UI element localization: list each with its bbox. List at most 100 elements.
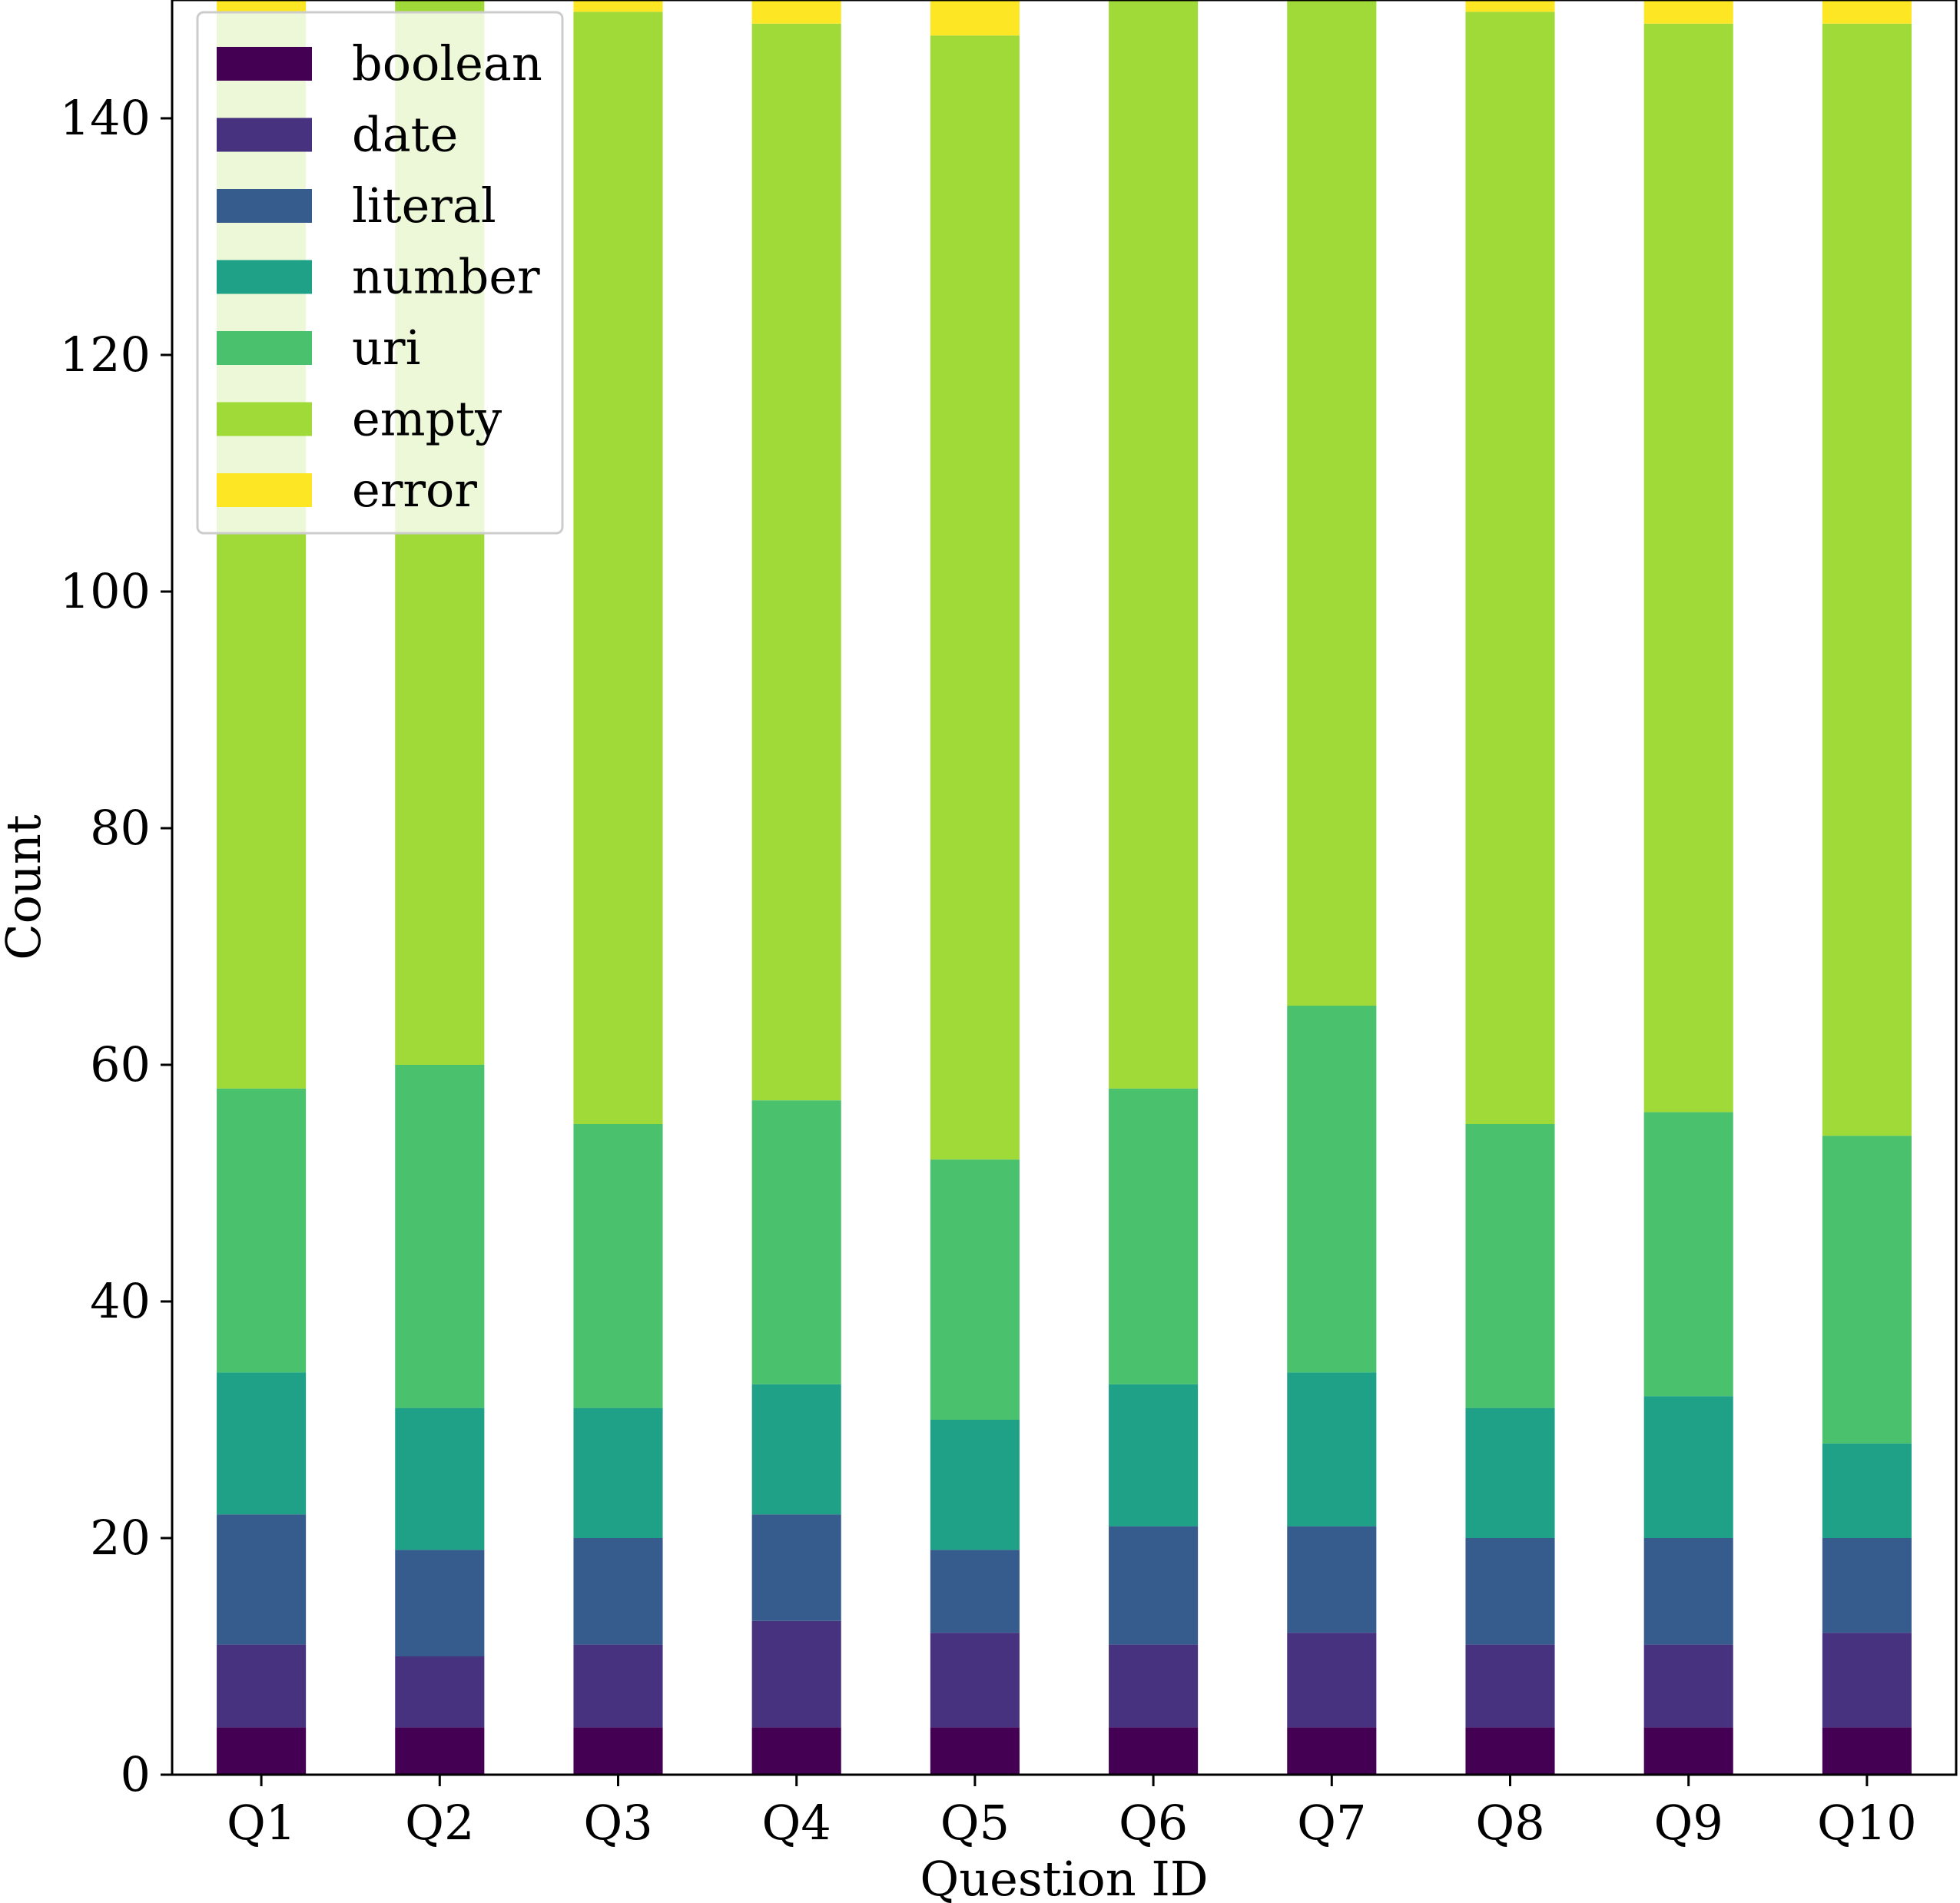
bar-date-q2 [395,1656,485,1728]
bar-error-q9 [1643,0,1733,24]
x-tick-label: Q5 [940,1795,1010,1851]
x-tick-label: Q2 [405,1795,474,1851]
bar-literal-q10 [1822,1538,1912,1633]
bar-number-q2 [395,1407,485,1550]
bar-uri-q8 [1465,1124,1555,1408]
x-tick-label: Q8 [1475,1795,1544,1851]
bar-number-q3 [573,1407,663,1538]
legend-swatch-literal [217,189,312,223]
legend-label-error: error [352,462,477,518]
bar-literal-q1 [217,1514,307,1645]
x-axis-ticks: Q1 Q2 Q3 Q4 Q5 Q6 Q7 Q8 Q9 Q10 [227,1775,1917,1851]
legend-swatch-empty [217,402,312,436]
bar-boolean-q9 [1643,1727,1733,1775]
x-tick-label: Q7 [1297,1795,1366,1851]
y-tick-label: 100 [60,563,151,619]
y-tick-label: 60 [90,1036,151,1092]
bar-number-q8 [1465,1407,1555,1538]
bar-uri-q9 [1643,1112,1733,1397]
bar-date-q10 [1822,1633,1912,1728]
bar-number-q5 [930,1420,1020,1550]
bar-boolean-q3 [573,1727,663,1775]
legend-label-literal: literal [352,177,496,234]
bar-date-q3 [573,1644,663,1728]
bar-uri-q4 [751,1100,841,1384]
bar-date-q7 [1287,1633,1377,1728]
bar-date-q9 [1643,1644,1733,1728]
bar-empty-q9 [1643,23,1733,1112]
y-tick-label: 0 [121,1746,151,1802]
bar-error-q5 [930,0,1020,36]
legend-label-empty: empty [352,391,502,447]
plot-frame [171,0,1958,1776]
bar-literal-q9 [1643,1538,1733,1645]
bar-number-q1 [217,1372,307,1515]
bar-error-q1 [217,0,307,12]
bar-literal-q6 [1109,1526,1199,1645]
bar-literal-q8 [1465,1538,1555,1645]
bar-date-q5 [930,1633,1020,1728]
bar-uri-q6 [1109,1088,1199,1384]
x-tick-label: Q9 [1654,1795,1723,1851]
bar-literal-q5 [930,1550,1020,1633]
x-tick-label: Q10 [1817,1795,1917,1851]
bar-number-q10 [1822,1443,1912,1538]
bar-number-q7 [1287,1372,1377,1527]
bar-boolean-q2 [395,1727,485,1775]
bar-boolean-q6 [1109,1727,1199,1775]
bar-error-q8 [1465,0,1555,12]
y-axis-label: Count [0,814,51,960]
bar-empty-q7 [1287,0,1377,1006]
y-tick-label: 120 [60,327,151,383]
bar-date-q8 [1465,1644,1555,1728]
legend-swatch-boolean [217,47,312,81]
bar-number-q6 [1109,1384,1199,1527]
legend-swatch-date [217,118,312,152]
bar-boolean-q4 [751,1727,841,1775]
legend-swatch-uri [217,331,312,365]
bar-number-q4 [751,1384,841,1515]
bar-uri-q2 [395,1065,485,1408]
bar-boolean-q8 [1465,1727,1555,1775]
bar-uri-q10 [1822,1136,1912,1444]
legend-swatch-error [217,473,312,507]
bar-uri-q3 [573,1124,663,1408]
bar-boolean-q5 [930,1727,1020,1775]
x-tick-label: Q3 [583,1795,652,1851]
bar-uri-q1 [217,1088,307,1373]
bar-empty-q8 [1465,12,1555,1124]
bar-empty-q3 [573,12,663,1124]
y-tick-label: 140 [60,90,151,146]
bar-empty-q4 [751,23,841,1101]
bar-literal-q7 [1287,1526,1377,1633]
bar-number-q9 [1643,1396,1733,1538]
legend-label-boolean: boolean [352,35,542,91]
y-tick-label: 20 [90,1510,151,1566]
bar-date-q6 [1109,1644,1199,1728]
x-tick-label: Q6 [1119,1795,1188,1851]
x-axis-label: Question ID [920,1851,1208,1903]
y-axis-ticks: 0 20 40 60 80 100 120 140 [60,90,172,1802]
bar-error-q4 [751,0,841,24]
x-tick-label: Q4 [762,1795,831,1851]
bar-literal-q2 [395,1550,485,1656]
bar-boolean-q1 [217,1727,307,1775]
legend-label-number: number [352,249,540,305]
y-tick-label: 80 [90,800,151,856]
bar-date-q1 [217,1644,307,1728]
legend-label-uri: uri [352,320,420,376]
bar-boolean-q7 [1287,1727,1377,1775]
y-tick-label: 40 [90,1273,151,1329]
bar-empty-q6 [1109,0,1199,1089]
bars-group [217,0,1912,1775]
bar-date-q4 [751,1620,841,1728]
bar-empty-q10 [1822,23,1912,1136]
bar-literal-q3 [573,1538,663,1645]
bar-literal-q4 [751,1514,841,1621]
bar-uri-q5 [930,1159,1020,1420]
bar-error-q10 [1822,0,1912,24]
legend: boolean date literal number uri empty error [196,11,564,535]
bar-empty-q5 [930,35,1020,1160]
bar-error-q3 [573,0,663,12]
